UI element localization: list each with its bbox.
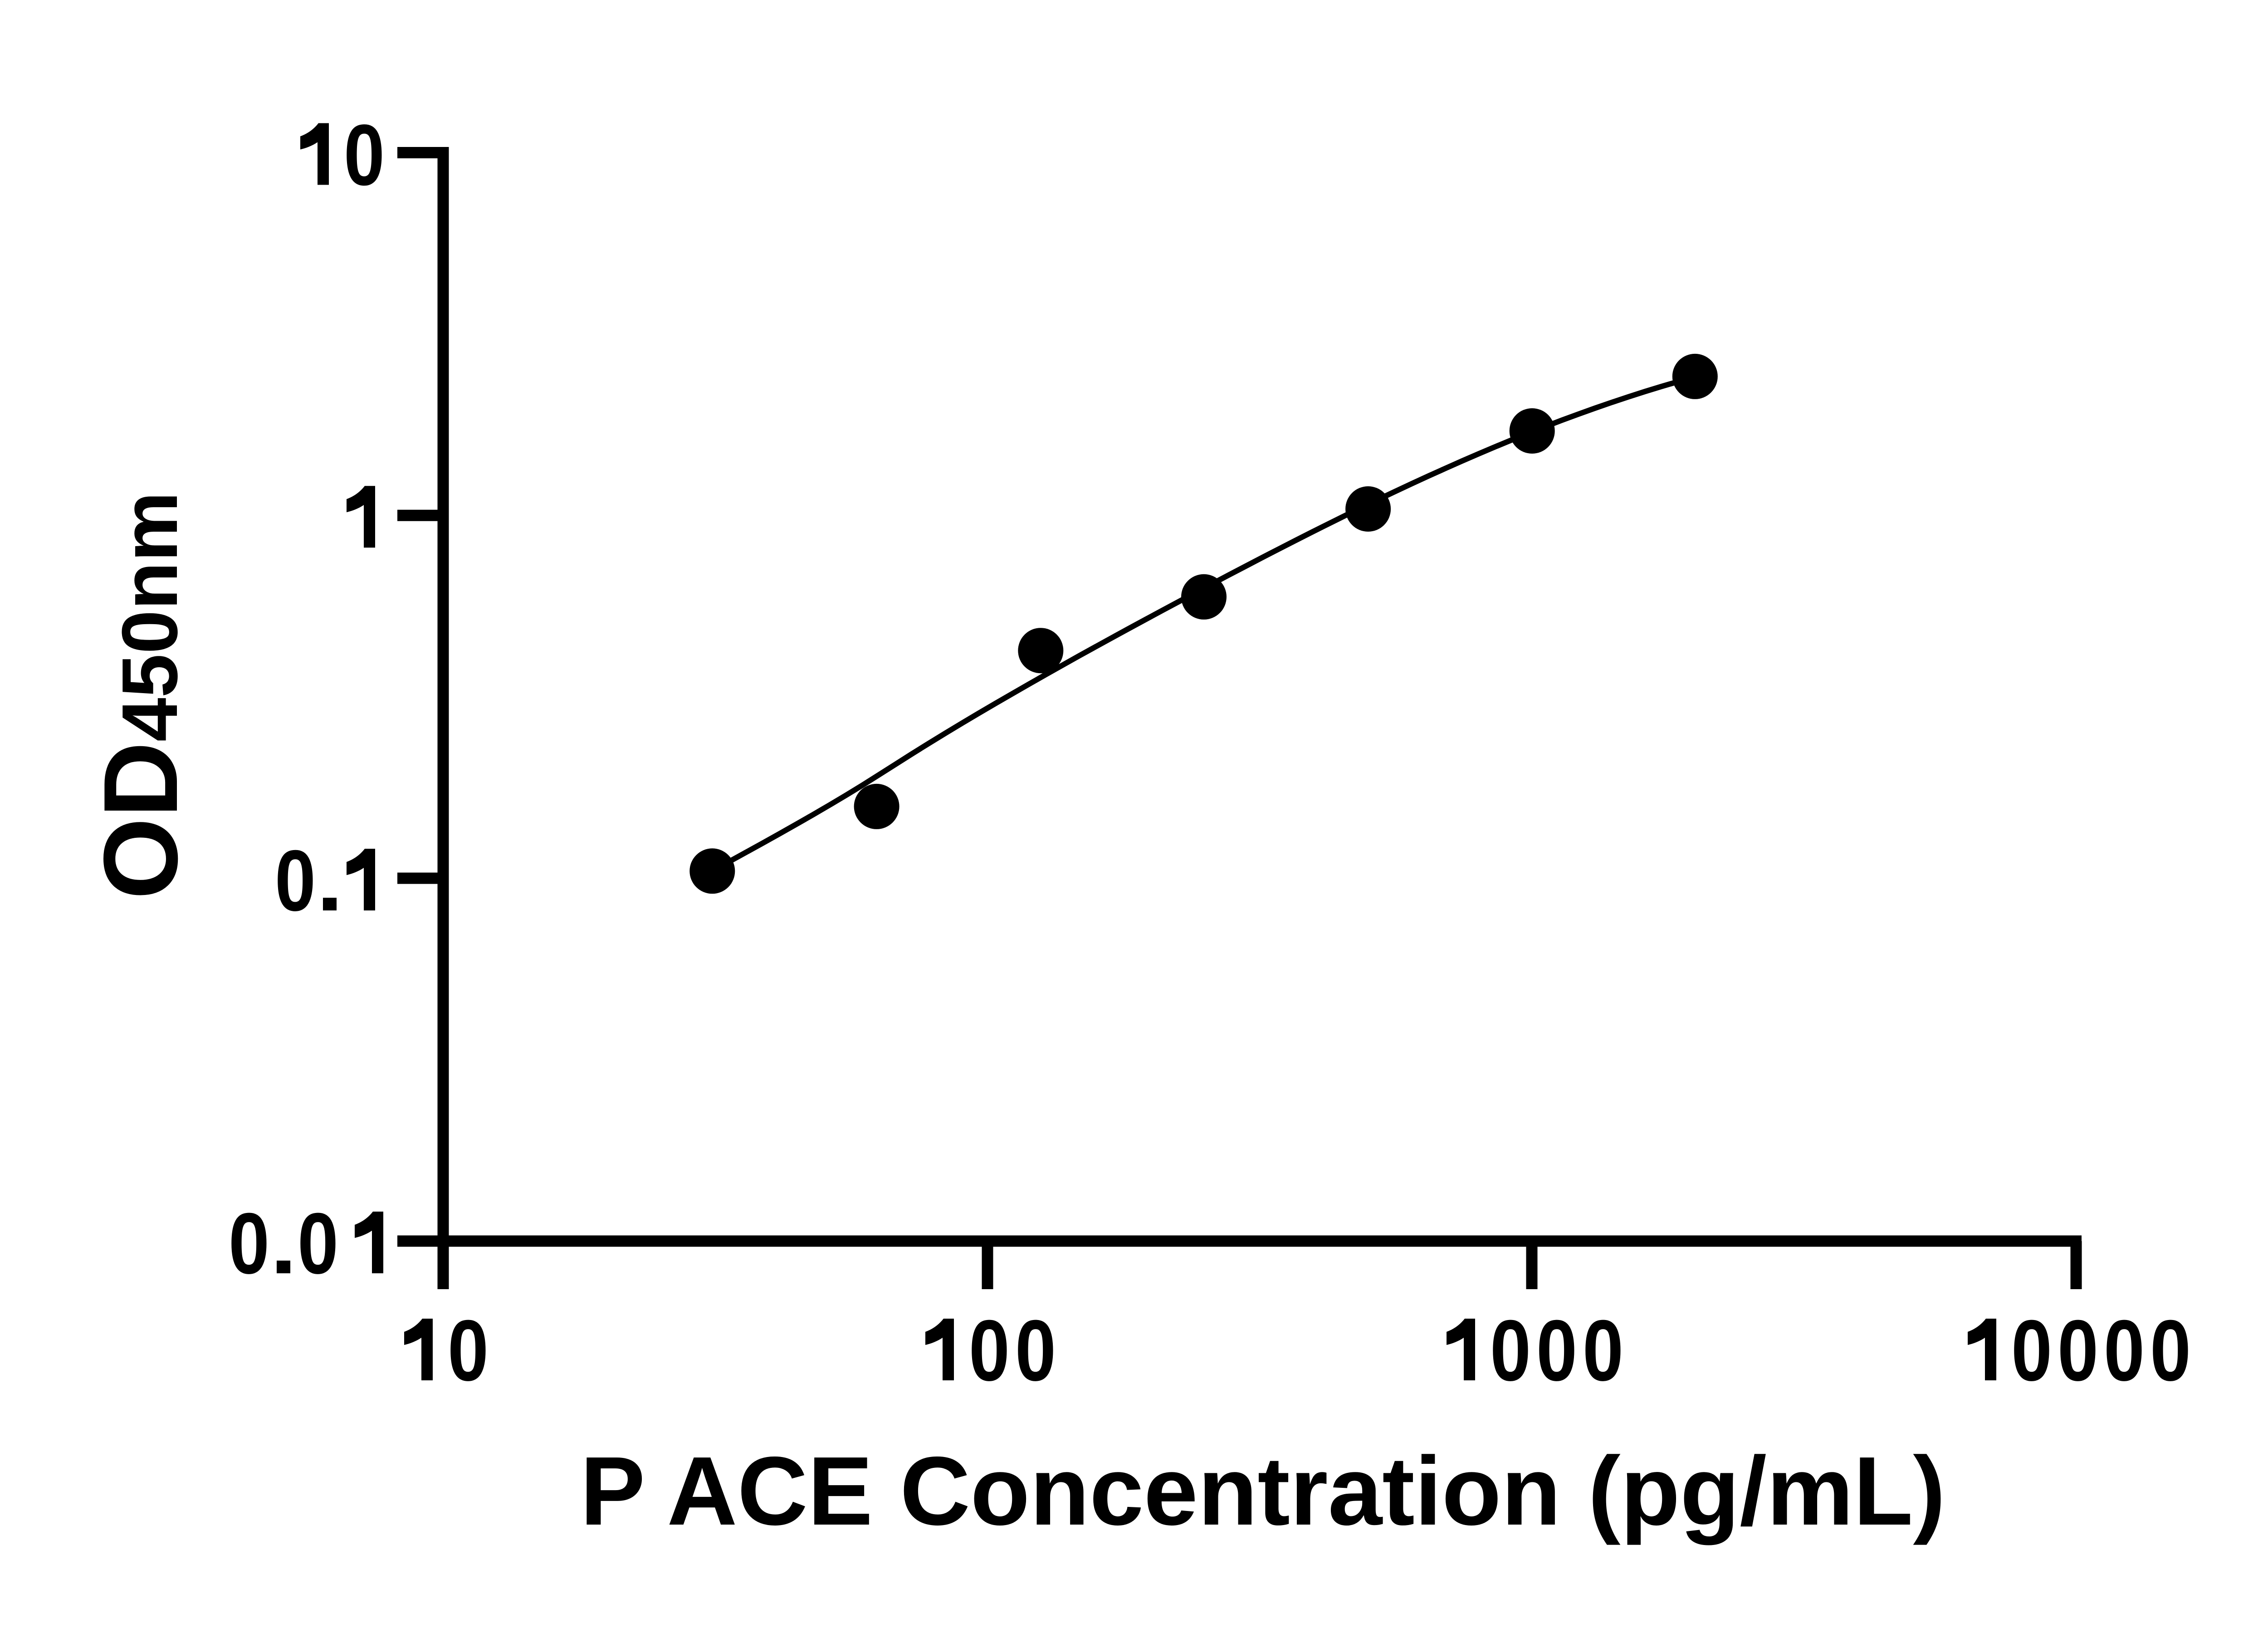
svg-text:0: 0: [969, 1302, 1010, 1399]
svg-text:0: 0: [1536, 1302, 1577, 1399]
svg-text:0: 0: [2058, 1302, 2098, 1399]
svg-text:P ACE Concentration (pg/mL): P ACE Concentration (pg/mL): [580, 1436, 1945, 1545]
svg-text:0: 0: [2104, 1302, 2145, 1399]
svg-text:0: 0: [298, 1195, 338, 1292]
svg-text:0: 0: [1015, 1302, 1056, 1399]
svg-text:0: 0: [2011, 1302, 2052, 1399]
svg-text:0: 0: [275, 832, 316, 929]
svg-text:0: 0: [448, 1302, 489, 1399]
svg-text:0: 0: [344, 107, 385, 203]
svg-text:0: 0: [1583, 1302, 1623, 1399]
svg-text:0: 0: [1490, 1302, 1531, 1399]
svg-text:0: 0: [2150, 1302, 2191, 1399]
svg-text:0: 0: [229, 1195, 269, 1292]
